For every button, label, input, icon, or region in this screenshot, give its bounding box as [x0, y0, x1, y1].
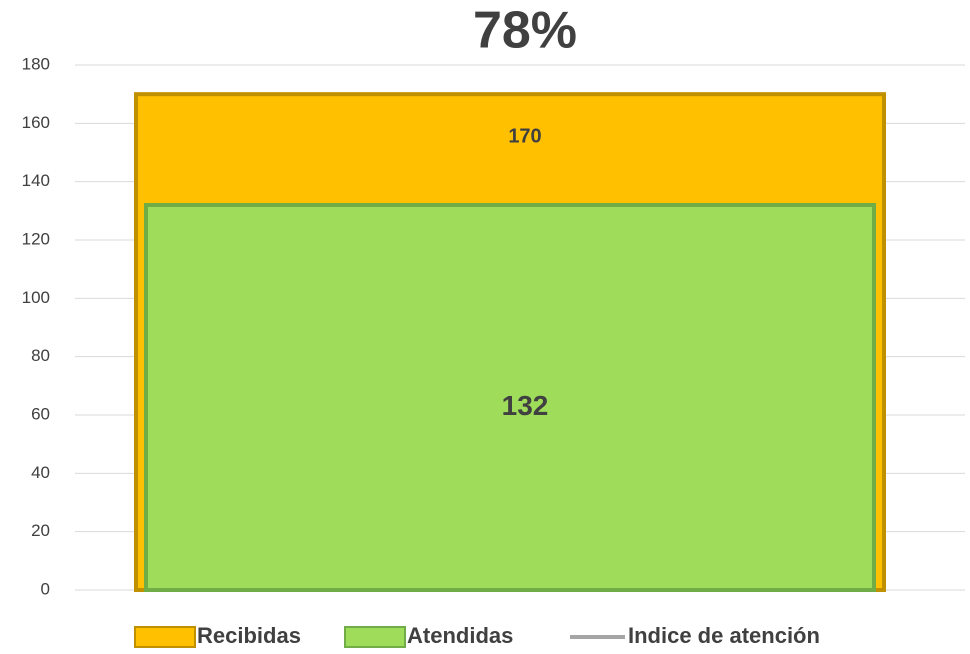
y-tick-label: 20: [31, 521, 50, 540]
legend-swatch: [134, 626, 196, 648]
legend-swatch: [344, 626, 406, 648]
y-tick-label: 140: [22, 171, 50, 190]
data-label: 78%: [473, 2, 577, 60]
y-tick-label: 80: [31, 346, 50, 365]
y-tick-label: 100: [22, 288, 50, 307]
legend-label: Atendidas: [407, 623, 513, 648]
y-tick-label: 40: [31, 463, 50, 482]
data-label: 132: [502, 390, 549, 421]
legend-label: Indice de atención: [628, 623, 820, 648]
y-tick-label: 160: [22, 113, 50, 132]
y-tick-label: 60: [31, 404, 50, 423]
legend-label: Recibidas: [197, 623, 301, 648]
y-tick-label: 120: [22, 229, 50, 248]
y-tick-label: 180: [22, 54, 50, 73]
y-tick-label: 0: [41, 579, 50, 598]
data-label: 170: [508, 125, 541, 147]
bar: [144, 203, 876, 592]
